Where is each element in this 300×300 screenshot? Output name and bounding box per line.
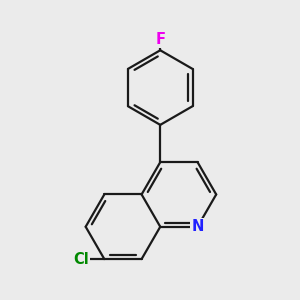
Text: F: F [155,32,165,47]
Text: Cl: Cl [73,252,88,267]
Text: N: N [191,219,204,234]
